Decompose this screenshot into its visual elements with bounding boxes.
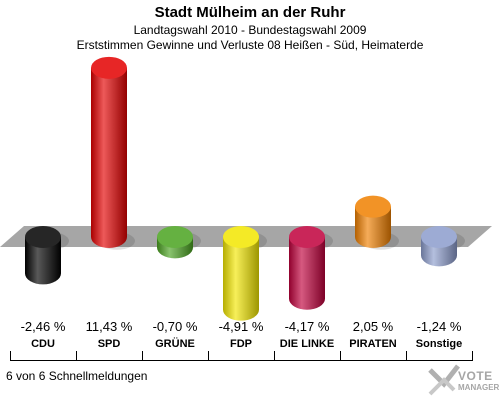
bar-cap-fdp <box>223 226 259 248</box>
bar-fdp <box>223 237 259 321</box>
axis-tick <box>208 351 209 361</box>
category-label-linke: DIE LINKE <box>279 338 335 350</box>
footer-note: 6 von 6 Schnellmeldungen <box>6 369 148 383</box>
chart-subtitle-election: Landtagswahl 2010 - Bundestagswahl 2009 <box>133 23 367 37</box>
axis-tick <box>76 351 77 361</box>
axis-tick <box>340 351 341 361</box>
chart-title: Stadt Mülheim an der Ruhr <box>154 4 346 21</box>
value-label-cdu: -2,46 % <box>20 319 66 334</box>
bar-cdu <box>25 237 61 285</box>
value-label-sonstige: -1,24 % <box>416 319 462 334</box>
bar-cap-piraten <box>355 195 391 218</box>
bar-cap-linke <box>289 226 325 248</box>
logo-text-vote: VOTE <box>458 369 493 383</box>
category-label-fdp: FDP <box>230 338 252 350</box>
value-label-gruene: -0,70 % <box>152 319 198 334</box>
bar-piraten <box>355 206 391 248</box>
value-label-piraten: 2,05 % <box>352 319 394 334</box>
category-label-gruene: GRÜNE <box>155 338 195 350</box>
bar-cap-sonstige <box>421 226 457 248</box>
category-axis-line <box>10 360 472 361</box>
axis-tick <box>406 351 407 361</box>
axis-tick <box>10 351 11 361</box>
bar-cap-spd <box>91 56 127 79</box>
category-label-sonstige: Sonstige <box>415 338 463 350</box>
value-label-fdp: -4,91 % <box>218 319 264 334</box>
checkmark-icon <box>428 364 460 396</box>
bar-linke <box>289 237 325 310</box>
chart-subtitle-district: Erststimmen Gewinne und Verluste 08 Heiß… <box>76 38 424 52</box>
bar-cap-gruene <box>157 226 193 248</box>
value-label-spd: 11,43 % <box>85 319 133 334</box>
category-label-cdu: CDU <box>31 338 55 350</box>
axis-tick <box>472 351 473 361</box>
vote-manager-logo <box>428 364 460 396</box>
category-label-piraten: PIRATEN <box>349 338 397 350</box>
bar-spd <box>91 67 127 248</box>
logo-text-manager: MANAGER <box>458 383 500 392</box>
value-label-linke: -4,17 % <box>284 319 330 334</box>
axis-tick <box>142 351 143 361</box>
category-label-spd: SPD <box>97 338 121 350</box>
bar-cap-cdu <box>25 226 61 248</box>
axis-tick <box>274 351 275 361</box>
